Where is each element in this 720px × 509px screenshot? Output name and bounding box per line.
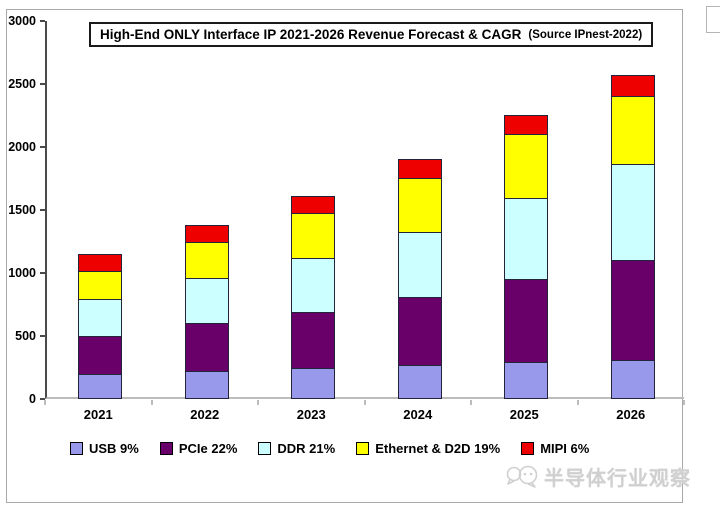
bar-segment-ddr-2026 <box>610 163 655 261</box>
bar-column-2026 <box>580 21 687 399</box>
y-tick-mark <box>40 272 45 274</box>
y-tick-mark <box>40 335 45 337</box>
bar-segment-ethernet-2024 <box>397 177 442 234</box>
chat-bubbles-icon <box>506 465 538 488</box>
y-tick-label: 3000 <box>8 14 36 28</box>
bar-segment-ddr-2025 <box>504 198 549 280</box>
bar-segment-mipi-2022 <box>184 225 229 243</box>
y-tick-mark <box>40 20 45 22</box>
legend-item-usb: USB 9% <box>70 441 139 456</box>
bar-column-2023 <box>260 21 367 399</box>
y-tick-mark <box>40 209 45 211</box>
stacked-bar-2023 <box>291 21 336 399</box>
x-tick-mark <box>44 400 46 405</box>
y-tick-label: 500 <box>15 329 36 343</box>
bar-segment-ddr-2022 <box>184 277 229 324</box>
legend-item-pcie: PCIe 22% <box>159 441 238 456</box>
stacked-bar-2024 <box>397 21 442 399</box>
legend-marker-mipi <box>521 442 535 455</box>
bar-segment-pcie-2024 <box>397 297 442 367</box>
bar-segment-pcie-2022 <box>184 323 229 372</box>
x-tick-mark <box>150 400 153 405</box>
x-tick-mark <box>257 400 259 405</box>
legend-marker-pcie <box>159 442 173 455</box>
bar-segment-pcie-2023 <box>291 312 336 369</box>
bar-segment-usb-2024 <box>397 365 442 399</box>
legend-label: DDR 21% <box>277 441 336 456</box>
corner-partial-box <box>706 6 720 33</box>
watermark-text: 半导体行业观察 <box>544 467 691 490</box>
bar-column-2025 <box>473 21 580 399</box>
x-tick-label-2023: 2023 <box>296 407 326 422</box>
bar-segment-mipi-2026 <box>610 74 655 97</box>
y-tick-mark <box>40 83 45 85</box>
chart-title: High-End ONLY Interface IP 2021-2026 Rev… <box>100 27 522 42</box>
x-tick-label-2021: 2021 <box>83 407 113 422</box>
y-tick-mark <box>40 146 45 148</box>
stacked-bar-2021 <box>78 21 123 399</box>
legend-marker-usb <box>70 442 83 455</box>
bar-segment-ethernet-2021 <box>78 270 123 301</box>
legend-label: PCIe 22% <box>178 441 238 456</box>
bar-segment-ethernet-2025 <box>504 134 549 200</box>
y-tick-label: 2500 <box>8 77 36 91</box>
legend-label: USB 9% <box>89 441 139 456</box>
legend-item-mipi: MIPI 6% <box>521 441 589 456</box>
x-tick-label-2026: 2026 <box>616 407 646 422</box>
x-tick-mark <box>576 400 579 405</box>
bar-segment-pcie-2021 <box>78 336 123 376</box>
bar-segment-pcie-2025 <box>504 278 549 364</box>
bar-segment-usb-2023 <box>291 367 336 399</box>
chart-title-box: High-End ONLY Interface IP 2021-2026 Rev… <box>89 22 654 47</box>
legend-marker-ethernet <box>356 442 370 455</box>
y-tick-label: 2000 <box>8 140 36 154</box>
y-tick-label: 0 <box>29 392 36 406</box>
x-tick-label-2024: 2024 <box>403 407 433 422</box>
bar-column-2021 <box>47 21 154 399</box>
y-tick-label: 1000 <box>8 266 36 280</box>
chart-title-source: (Source IPnest-2022) <box>528 28 643 41</box>
stacked-bar-2025 <box>504 21 549 399</box>
watermark: 半导体行业观察 <box>504 461 691 491</box>
bar-segment-ethernet-2026 <box>610 95 655 165</box>
x-tick-mark <box>683 400 685 405</box>
legend-item-ethernet: Ethernet & D2D 19% <box>356 441 500 456</box>
bar-segment-usb-2021 <box>78 374 123 399</box>
plot-area <box>45 21 684 399</box>
x-tick-label-2025: 2025 <box>509 407 539 422</box>
legend: USB 9% PCIe 22% DDR 21% Ethernet & D2D 19% M… <box>70 441 589 456</box>
bar-segment-ddr-2021 <box>78 299 123 338</box>
legend-item-ddr: DDR 21% <box>258 441 335 456</box>
bar-segment-mipi-2021 <box>78 254 123 272</box>
bar-segment-ddr-2023 <box>291 257 336 314</box>
bar-column-2022 <box>154 21 261 399</box>
bar-column-2024 <box>367 21 474 399</box>
legend-label: Ethernet & D2D 19% <box>375 441 501 456</box>
stacked-bar-2022 <box>184 21 229 399</box>
x-tick-label-2022: 2022 <box>190 407 220 422</box>
x-axis-labels: 2021 2022 2023 2024 2025 2026 <box>45 407 684 423</box>
bar-segment-mipi-2025 <box>504 114 549 135</box>
bar-segment-usb-2022 <box>184 370 229 399</box>
y-tick-label: 1500 <box>8 203 36 217</box>
stacked-bar-2026 <box>610 21 655 399</box>
bar-segment-ethernet-2022 <box>184 241 229 279</box>
bar-segment-pcie-2026 <box>610 260 655 362</box>
y-tick-mark <box>40 398 45 400</box>
bar-segment-mipi-2023 <box>291 195 336 215</box>
bar-segment-ethernet-2023 <box>291 213 336 259</box>
legend-marker-ddr <box>258 442 272 455</box>
bar-segment-usb-2025 <box>504 362 549 399</box>
bar-segment-ddr-2024 <box>397 232 442 299</box>
x-tick-mark <box>470 400 472 405</box>
bar-segment-mipi-2024 <box>397 158 442 179</box>
bar-segment-usb-2026 <box>610 360 655 399</box>
legend-label: MIPI 6% <box>540 441 590 456</box>
x-tick-mark <box>363 400 366 405</box>
